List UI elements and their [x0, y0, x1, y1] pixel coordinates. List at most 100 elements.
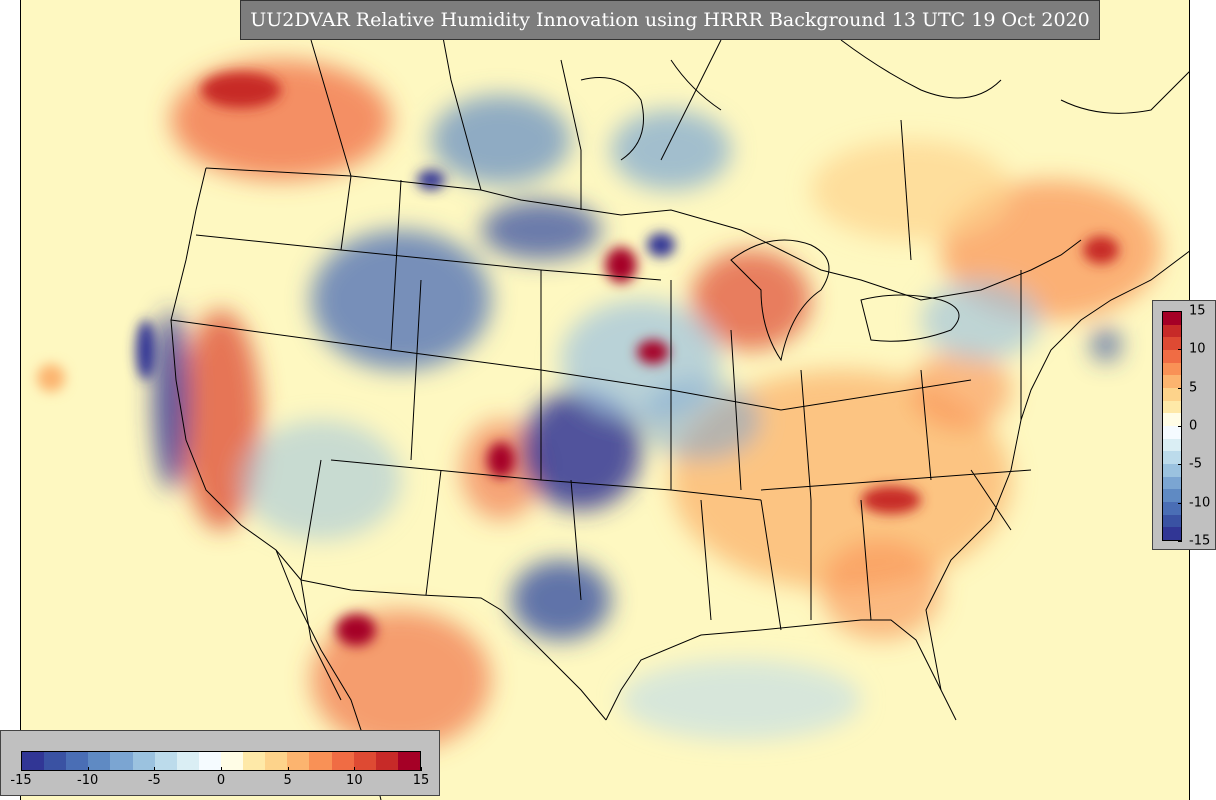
- colorbar-tick-label: 15: [1189, 303, 1206, 319]
- cool-hotspot: [417, 170, 445, 190]
- warm-hotspot: [487, 442, 515, 478]
- canada-province-line: [310, 39, 352, 177]
- canada-province-line: [560, 59, 582, 210]
- cool-anomaly: [921, 280, 1041, 360]
- colorbar-horizontal-ramp: [21, 751, 421, 771]
- us-canada-border: [205, 167, 1082, 301]
- humidity-innovation-map: [21, 0, 1189, 800]
- colorbar-segment: [154, 752, 177, 770]
- cool-anomaly: [641, 380, 761, 460]
- innovation-hotspots: [37, 72, 1119, 646]
- colorbar-segment: [44, 752, 67, 770]
- colorbar-segment: [353, 752, 376, 770]
- colorbar-tick-label: -5: [147, 773, 161, 788]
- colorbar-segment: [1163, 400, 1181, 414]
- warm-hotspot: [605, 247, 637, 283]
- colorbar-segment: [1163, 337, 1181, 351]
- colorbar-segment: [132, 752, 155, 770]
- colorbar-tick-mark: [354, 767, 356, 771]
- colorbar-segment: [1163, 426, 1181, 439]
- great-lakes: [730, 239, 830, 362]
- canada-coast: [580, 39, 1189, 161]
- us-mexico-border: [300, 579, 607, 721]
- warm-anomaly: [811, 140, 1011, 240]
- warm-hotspot: [1083, 236, 1119, 264]
- colorbar-segment: [331, 752, 354, 770]
- state-boundaries: [170, 175, 1032, 631]
- pacific-coastline: [170, 167, 302, 581]
- cool-anomaly: [481, 200, 601, 260]
- colorbar-segment: [1163, 502, 1181, 515]
- colorbar-tick-label: 0: [1189, 418, 1198, 434]
- colorbar-segment: [1163, 375, 1181, 389]
- colorbar-tick-mark: [1178, 502, 1182, 504]
- colorbar-segment: [243, 752, 266, 770]
- colorbar-tick-mark: [1178, 426, 1182, 427]
- colorbar-segment: [309, 752, 332, 770]
- colorbar-segment: [110, 752, 133, 770]
- cool-anomaly: [153, 310, 189, 490]
- colorbar-tick-label: 5: [1189, 380, 1198, 396]
- colorbar-tick-label: -10: [1189, 495, 1211, 511]
- colorbar-segment: [397, 752, 420, 770]
- colorbar-vertical-ramp: [1162, 311, 1182, 541]
- colorbar-segment: [1163, 489, 1181, 503]
- colorbar-segment: [265, 752, 288, 770]
- warm-hotspot: [336, 614, 376, 646]
- map-title: UU2DVAR Relative Humidity Innovation usi…: [240, 0, 1100, 40]
- cool-anomaly: [241, 420, 401, 540]
- cool-anomaly: [521, 390, 641, 510]
- colorbar-tick-label: -5: [1189, 456, 1202, 472]
- colorbar-tick-label: 10: [1189, 341, 1206, 357]
- map-panel: [20, 0, 1190, 800]
- colorbar-segment: [1163, 388, 1181, 401]
- colorbar-segment: [1163, 514, 1181, 528]
- colorbar-tick-label: 10: [346, 773, 363, 788]
- colorbar-tick-label: 0: [216, 773, 226, 788]
- colorbar-segment: [198, 752, 221, 770]
- cool-anomaly: [1092, 329, 1120, 361]
- gulf-coastline: [605, 619, 957, 721]
- colorbar-segment: [220, 752, 244, 770]
- warm-anomaly: [171, 60, 391, 180]
- warm-anomaly: [911, 350, 1011, 430]
- map-boundaries: [170, 0, 1189, 800]
- warm-hotspot: [37, 364, 65, 392]
- colorbar-tick-label: 5: [283, 773, 292, 788]
- cool-anomaly: [311, 230, 491, 370]
- cool-anomaly: [621, 660, 861, 740]
- colorbar-segment: [1163, 362, 1181, 376]
- warm-anomaly: [691, 250, 811, 350]
- colorbar-horizontal: -15 -10 -5 0 5 10 15: [0, 730, 440, 796]
- colorbar-segment: [66, 752, 89, 770]
- cool-anomaly: [511, 560, 611, 640]
- colorbar-tick-mark: [287, 767, 289, 771]
- colorbar-segment: [375, 752, 398, 770]
- colorbar-tick-mark: [1178, 541, 1182, 542]
- colorbar-segment: [1163, 324, 1181, 338]
- warm-hotspot: [637, 340, 669, 364]
- colorbar-tick-mark: [87, 767, 89, 771]
- colorbar-segment: [22, 752, 45, 770]
- baja-coastline: [300, 579, 342, 701]
- cool-anomaly: [431, 95, 571, 185]
- colorbar-tick-label: 15: [412, 773, 430, 788]
- colorbar-segment: [1163, 527, 1181, 541]
- colorbar-tick-mark: [1178, 464, 1182, 466]
- cool-anomaly: [611, 110, 731, 190]
- warm-hotspot: [861, 486, 921, 514]
- colorbar-segment: [1163, 476, 1181, 490]
- canada-province-line: [660, 39, 722, 161]
- great-lakes: [860, 294, 960, 342]
- colorbar-segment: [88, 752, 111, 770]
- colorbar-segment: [1163, 413, 1181, 427]
- atlantic-coastline: [925, 250, 1189, 691]
- canada-province-line: [900, 119, 912, 261]
- colorbar-tick-mark: [21, 767, 22, 771]
- colorbar-tick-mark: [1178, 349, 1182, 351]
- colorbar-segment: [1163, 451, 1181, 465]
- colorbar-segment: [176, 752, 199, 770]
- warm-hotspot: [201, 72, 281, 108]
- colorbar-segment: [287, 752, 310, 770]
- colorbar-tick-mark: [1178, 311, 1182, 312]
